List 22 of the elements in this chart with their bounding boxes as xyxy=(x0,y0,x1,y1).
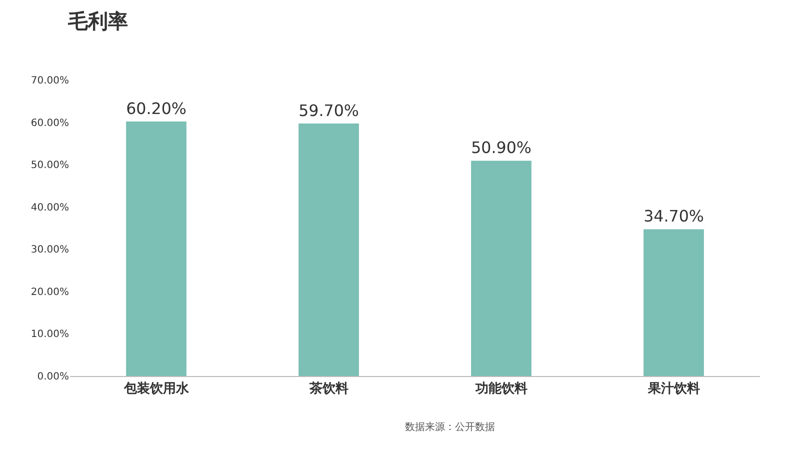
chart-title: 毛利率 xyxy=(67,9,128,34)
y-tick-label: 70.00% xyxy=(30,76,69,86)
bar xyxy=(298,124,359,376)
y-tick-label: 0.00% xyxy=(37,372,69,382)
y-tick-label: 50.00% xyxy=(30,160,69,172)
data-label: 60.20% xyxy=(126,98,186,118)
y-tick-label: 30.00% xyxy=(30,244,69,256)
x-tick-label: 果汁饮料 xyxy=(646,382,700,397)
y-tick-label: 60.00% xyxy=(30,118,69,129)
bar xyxy=(471,160,532,376)
y-tick-label: 40.00% xyxy=(30,202,69,214)
x-tick-label: 包装饮用水 xyxy=(122,382,190,397)
data-label: 34.70% xyxy=(644,206,704,226)
y-tick-label: 20.00% xyxy=(30,286,69,298)
y-tick-label: 10.00% xyxy=(30,329,69,340)
bar xyxy=(644,229,704,376)
x-tick-label: 茶饮料 xyxy=(308,380,348,397)
source-note: 数据来源：公开数据 xyxy=(405,421,495,433)
data-label: 50.90% xyxy=(471,138,532,158)
bar xyxy=(126,121,186,376)
data-label: 59.70% xyxy=(298,100,359,120)
x-tick-label: 功能饮料 xyxy=(474,380,528,397)
